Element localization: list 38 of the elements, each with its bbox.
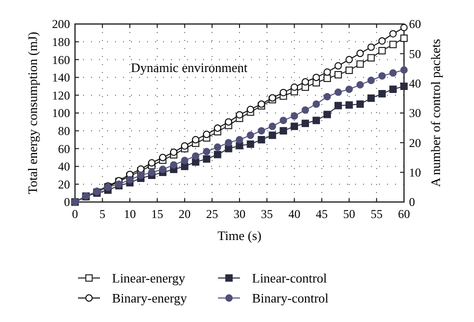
legend-label: Linear-control <box>252 270 328 286</box>
x-tick-label: 5 <box>99 207 106 221</box>
x-tick-label: 30 <box>234 207 246 221</box>
y-tick-label: 0 <box>64 195 70 210</box>
x-tick-label: 45 <box>316 207 328 221</box>
x-tick-label: 60 <box>398 207 410 221</box>
y2-tick-label: 0 <box>409 195 415 210</box>
x-tick-label: 10 <box>124 207 136 221</box>
x-axis-title: Time (s) <box>218 228 262 243</box>
y-tick-label: 80 <box>58 124 70 138</box>
y-tick-label: 200 <box>52 17 70 32</box>
y-tick-label: 20 <box>58 177 70 192</box>
y2-tick-label: 50 <box>409 46 421 61</box>
y2-tick-label: 40 <box>409 76 421 91</box>
legend-label: Binary-control <box>252 290 329 306</box>
y-tick-label: 180 <box>52 35 70 49</box>
x-tick-label: 50 <box>343 207 356 221</box>
x-tick-label: 40 <box>288 207 300 221</box>
y-tick-label: 60 <box>58 142 70 156</box>
annotation: Dynamic environment <box>130 60 248 76</box>
x-tick-label: 25 <box>206 207 218 221</box>
y-tick-label: 100 <box>52 106 70 120</box>
y2-tick-label: 30 <box>409 106 421 120</box>
y-tick-label: 40 <box>58 160 70 174</box>
y2-tick-label: 60 <box>409 17 421 32</box>
y2-tick-label: 20 <box>409 136 421 150</box>
y-axis-title: Total energy consumption (mJ) <box>25 32 40 194</box>
legend-label: Linear-energy <box>112 270 186 286</box>
y2-tick-label: 10 <box>409 166 421 180</box>
legend-label: Binary-energy <box>112 290 188 306</box>
y-tick-label: 120 <box>52 88 70 102</box>
x-tick-label: 55 <box>370 207 383 221</box>
x-tick-label: 35 <box>260 207 273 221</box>
x-tick-label: 15 <box>151 207 164 221</box>
y-tick-label: 160 <box>52 52 70 67</box>
x-tick-label: 20 <box>178 207 191 221</box>
y2-axis-title: A number of control packets <box>428 38 443 188</box>
y-tick-label: 140 <box>52 70 70 85</box>
